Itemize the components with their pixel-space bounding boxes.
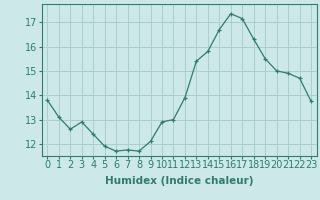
X-axis label: Humidex (Indice chaleur): Humidex (Indice chaleur): [105, 176, 253, 186]
